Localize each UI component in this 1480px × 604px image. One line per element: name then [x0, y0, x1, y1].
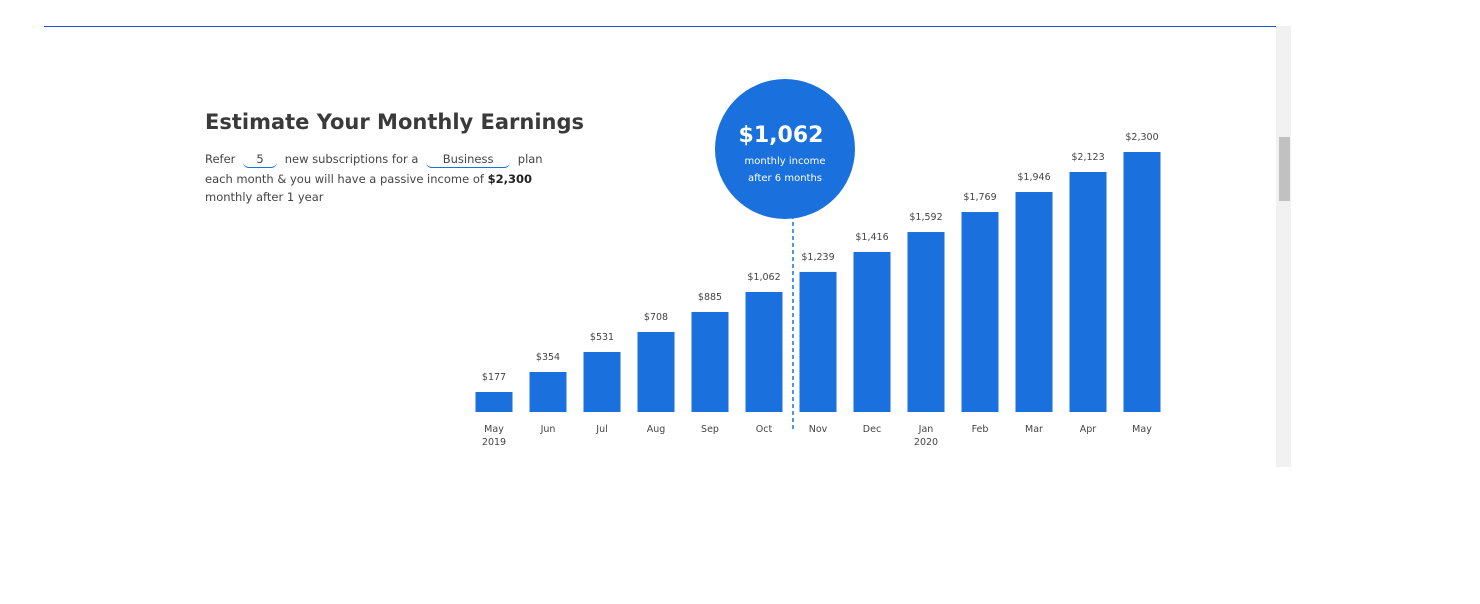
x-tick-label: Aug: [647, 424, 666, 435]
value-label: $885: [698, 292, 722, 303]
value-label: $1,062: [747, 272, 780, 283]
callout-text: after 6 months: [748, 173, 822, 184]
x-tick-label: Oct: [756, 424, 773, 435]
value-label: $531: [590, 332, 614, 343]
x-tick-label: Mar: [1025, 424, 1043, 435]
callout-text: monthly income: [745, 156, 826, 167]
scroll-thumb[interactable]: [1279, 137, 1290, 201]
x-tick-label: May 2019: [482, 424, 506, 448]
value-label: $1,592: [909, 212, 942, 223]
bar: [529, 371, 567, 412]
line-1: Refer 5 new subscriptions for a Business…: [205, 148, 584, 170]
bar: [1069, 172, 1107, 412]
calculator: Estimate Your Monthly Earnings Refer 5 n…: [205, 108, 584, 206]
title: Estimate Your Monthly Earnings: [205, 110, 585, 134]
plan-select[interactable]: Business: [426, 151, 511, 168]
bar: [583, 351, 621, 412]
scrollbar[interactable]: [1276, 26, 1291, 467]
value-label: $708: [644, 312, 668, 323]
bar: [1123, 152, 1161, 412]
value-label: $1,239: [801, 252, 834, 263]
bar: [907, 232, 945, 412]
x-tick-label: Jul: [595, 424, 607, 435]
x-tick-label: Nov: [809, 424, 828, 435]
x-tick-label: Dec: [863, 424, 881, 435]
x-tick-label: Feb: [972, 424, 989, 435]
text: new subscriptions for a: [284, 152, 419, 166]
bar: [853, 251, 891, 412]
value-label: $354: [536, 352, 560, 363]
bar: [799, 271, 837, 412]
text: each month & you will have a passive inc…: [205, 172, 484, 186]
callout: [715, 79, 855, 219]
value-label: $1,769: [963, 192, 996, 203]
value-label: $2,123: [1071, 152, 1104, 163]
value-label: $2,300: [1125, 132, 1158, 143]
amount: $2,300: [487, 172, 532, 186]
callout-value: $1,062: [739, 123, 824, 148]
value-label: $1,416: [855, 232, 888, 243]
text: monthly after 1 year: [205, 190, 324, 204]
bar: [745, 291, 783, 412]
value-label: $1,946: [1017, 172, 1050, 183]
bar: [1015, 192, 1053, 412]
text: Refer: [205, 152, 236, 166]
text: plan: [517, 152, 543, 166]
x-tick-label: Apr: [1080, 424, 1097, 435]
bar: [961, 212, 999, 412]
x-tick-label: Sep: [701, 424, 719, 435]
x-tick-label: Jan 2020: [914, 424, 938, 448]
subscriptions-input[interactable]: 5: [243, 151, 278, 168]
line-2: each month & you will have a passive inc…: [205, 170, 584, 206]
bar: [691, 311, 729, 412]
top-rule: [44, 26, 1276, 27]
x-tick-label: May: [1132, 424, 1152, 435]
value-label: $177: [482, 372, 506, 383]
bar: [475, 391, 513, 412]
bar: [637, 331, 675, 412]
x-tick-label: Jun: [540, 424, 556, 435]
